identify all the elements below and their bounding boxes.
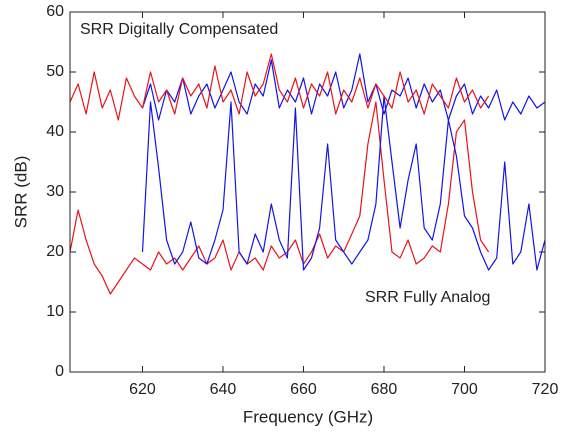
x-tick-label: 660 [290, 381, 317, 398]
x-axis-label: Frequency (GHz) [243, 407, 373, 426]
series-line [141, 95, 546, 271]
y-axis-label: SRR (dB) [11, 156, 30, 229]
series-line [141, 53, 546, 121]
y-tick-label: 40 [46, 123, 64, 140]
annotation: SRR Digitally Compensated [80, 21, 278, 38]
x-tick-label: 680 [371, 381, 398, 398]
y-tick-label: 30 [46, 183, 64, 200]
annotation: SRR Fully Analog [365, 289, 490, 306]
y-tick-label: 50 [46, 63, 64, 80]
x-tick-label: 640 [210, 381, 237, 398]
plot-frame [69, 11, 546, 373]
x-tick-label: 700 [451, 381, 478, 398]
y-tick-label: 60 [46, 3, 64, 20]
series-line [69, 101, 490, 295]
y-tick-label: 20 [46, 243, 64, 260]
y-tick-label: 0 [55, 363, 64, 380]
y-tick-label: 10 [46, 303, 64, 320]
x-tick-label: 620 [129, 381, 156, 398]
series-line [69, 53, 490, 121]
x-tick-label: 720 [532, 381, 559, 398]
